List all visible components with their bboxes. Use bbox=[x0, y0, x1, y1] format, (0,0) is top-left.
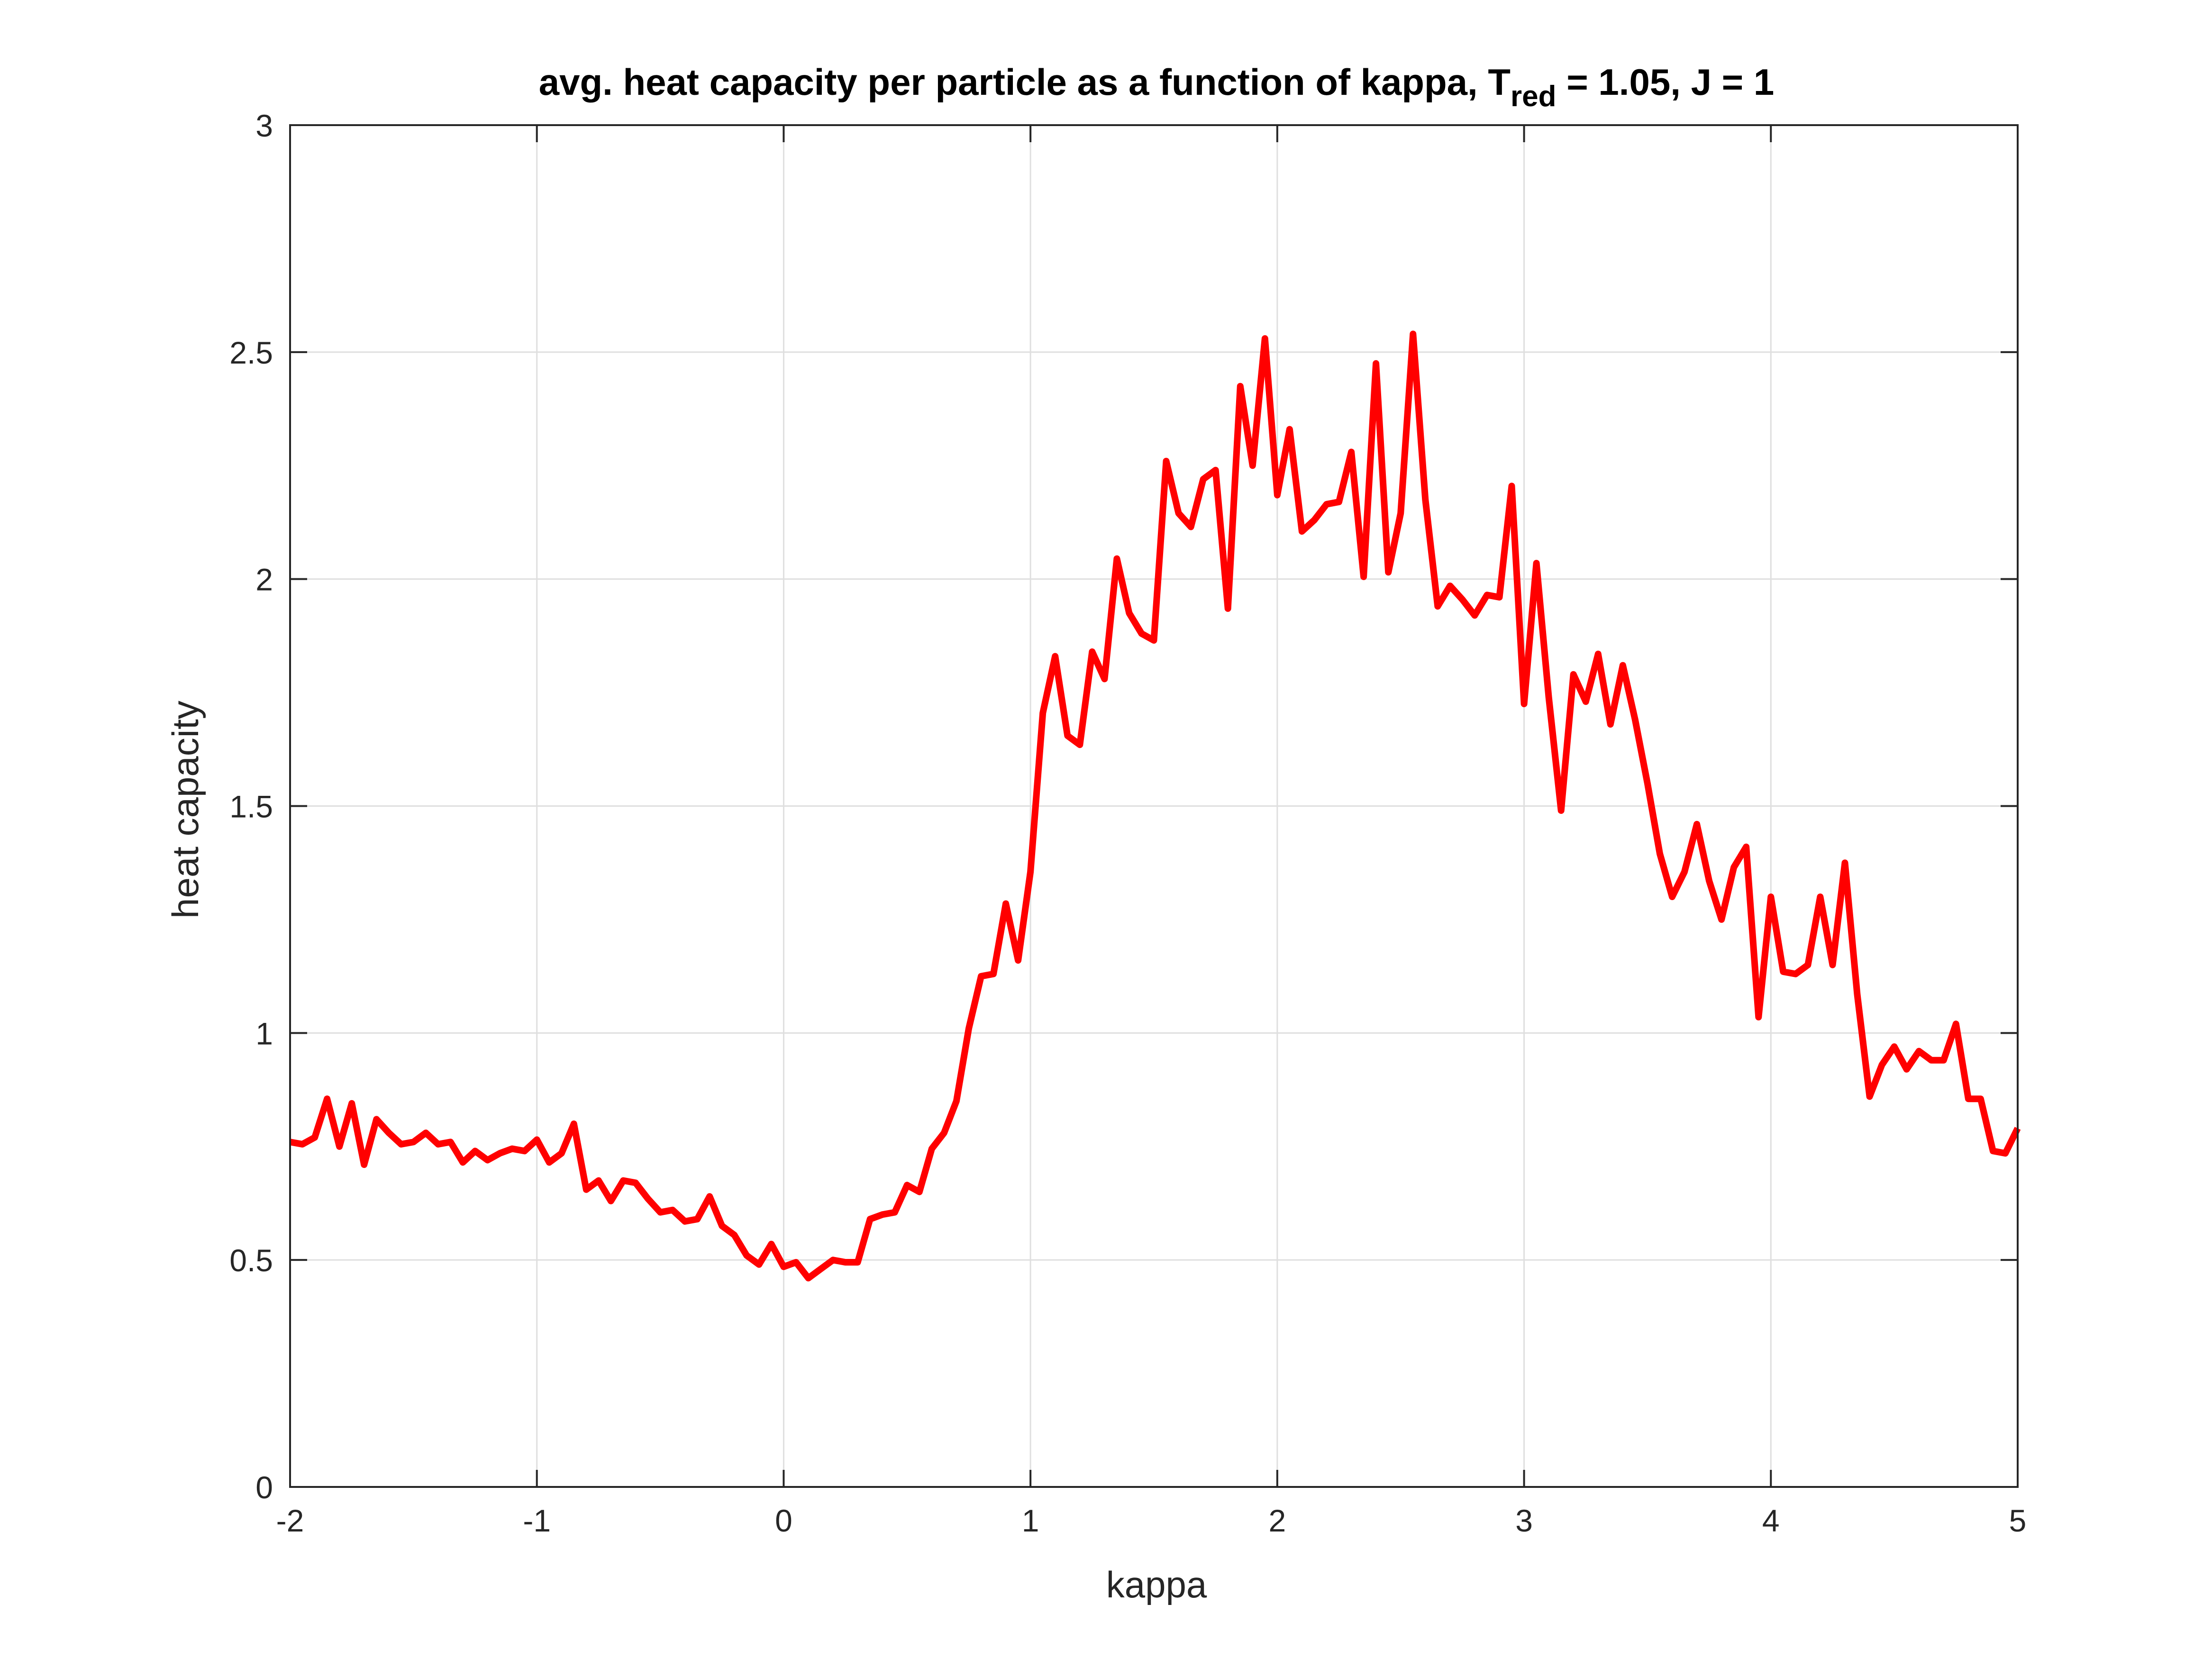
x-tick-label: -2 bbox=[276, 1503, 304, 1538]
x-tick-label: 2 bbox=[1268, 1503, 1286, 1538]
x-tick-labels: -2 -1 0 1 2 3 4 5 bbox=[276, 1503, 2027, 1538]
x-tick-label: -1 bbox=[523, 1503, 551, 1538]
y-tick-label: 1 bbox=[255, 1016, 273, 1051]
series-line-0 bbox=[289, 330, 2021, 1282]
y-tick-label: 0.5 bbox=[229, 1243, 273, 1278]
x-tick-label: 4 bbox=[1762, 1503, 1780, 1538]
grid bbox=[290, 125, 2018, 1487]
x-axis-label: kappa bbox=[1106, 1564, 1207, 1605]
chart-title-subscript: red bbox=[1511, 80, 1556, 113]
y-tick-label: 0 bbox=[255, 1470, 273, 1505]
chart-title-main: avg. heat capacity per particle as a fun… bbox=[539, 61, 1511, 103]
chart-title: avg. heat capacity per particle as a fun… bbox=[539, 61, 1774, 113]
x-tick-label: 1 bbox=[1022, 1503, 1039, 1538]
ticks bbox=[289, 124, 2019, 1488]
chart-title-suffix: = 1.05, J = 1 bbox=[1557, 61, 1775, 103]
y-tick-label: 2.5 bbox=[229, 335, 273, 370]
y-axis-label: heat capacity bbox=[164, 701, 206, 919]
y-tick-label: 3 bbox=[255, 108, 273, 143]
y-tick-label: 1.5 bbox=[229, 789, 273, 824]
x-tick-label: 0 bbox=[775, 1503, 792, 1538]
x-tick-label: 3 bbox=[1515, 1503, 1533, 1538]
y-tick-label: 2 bbox=[255, 562, 273, 597]
x-tick-label: 5 bbox=[2009, 1503, 2027, 1538]
y-tick-labels: 0 0.5 1 1.5 2 2.5 3 bbox=[229, 108, 273, 1505]
series-layer bbox=[289, 330, 2021, 1282]
